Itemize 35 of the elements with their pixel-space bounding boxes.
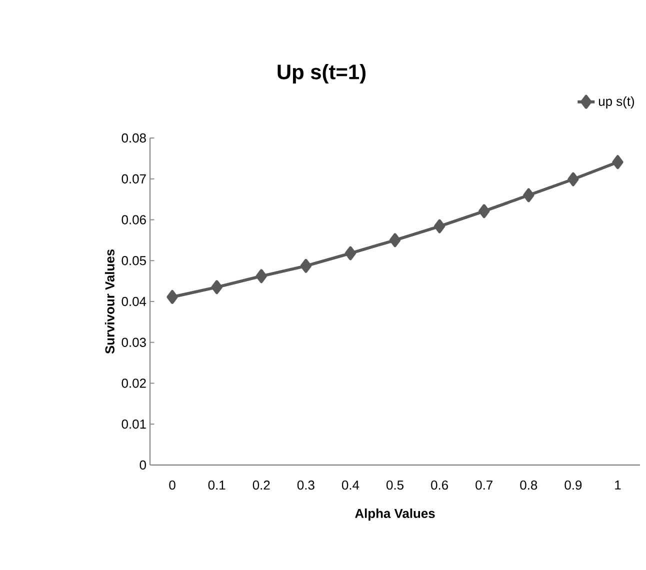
point <box>256 269 267 284</box>
y-tick-label: 0.03 <box>122 338 146 347</box>
point <box>166 290 178 304</box>
x-tick-label: 0.2 <box>252 480 270 490</box>
point <box>478 204 490 218</box>
x-tick-label: 0.4 <box>342 480 360 490</box>
point <box>211 280 222 294</box>
point <box>344 246 356 260</box>
x-tick-label: 0.8 <box>520 480 538 490</box>
y-tick-label: 0.05 <box>122 256 146 266</box>
y-tick-label: 0.02 <box>122 378 146 388</box>
x-tick-label: 0.6 <box>431 480 448 490</box>
legend-label: up s(t) <box>598 96 634 108</box>
y-tick-label: 0 <box>140 460 146 470</box>
y-axis-title: Survivour Values <box>104 249 114 354</box>
x-tick-label: 0.1 <box>208 480 226 490</box>
x-tick-label: 0.5 <box>386 480 404 490</box>
x-tick-label: 0.7 <box>476 480 492 490</box>
x-tick-label: 0.3 <box>297 480 314 490</box>
point <box>612 155 624 170</box>
x-tick-label: 1 <box>615 480 621 490</box>
y-tick-label: 0.06 <box>122 215 146 224</box>
x-axis-title: Alpha Values <box>355 508 435 521</box>
point <box>300 258 312 273</box>
x-tick-label: 0 <box>169 480 176 490</box>
chart-title: Up s(t=1) <box>278 64 366 84</box>
y-tick-label: 0.07 <box>122 174 146 184</box>
point <box>434 219 446 234</box>
y-tick-label: 0.04 <box>122 296 146 306</box>
x-tick-label: 0.9 <box>564 480 582 490</box>
point <box>389 233 401 248</box>
point <box>523 188 534 202</box>
y-tick-label: 0.08 <box>122 133 146 143</box>
y-tick-label: 0.01 <box>122 420 146 429</box>
point <box>568 172 579 186</box>
